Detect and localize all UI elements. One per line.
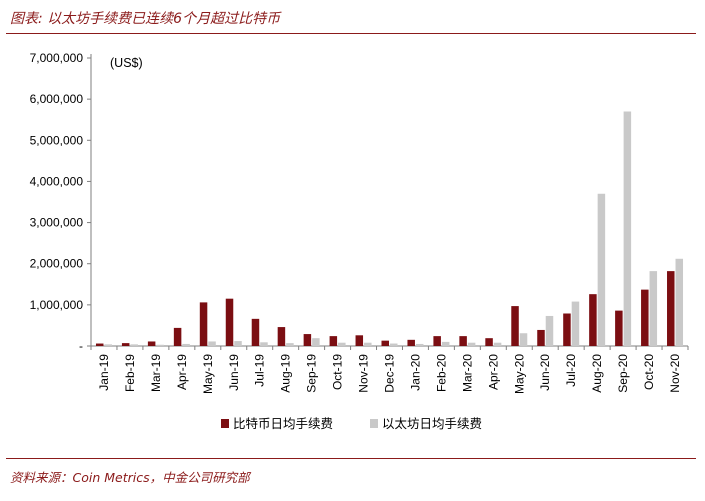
x-tick-label: Nov-20 [668, 354, 682, 393]
x-tick-label: Oct-20 [642, 354, 656, 390]
bar-eth-Jan-19 [104, 344, 112, 346]
bar-eth-Jun-20 [545, 315, 554, 346]
y-tick-label: - [79, 339, 83, 353]
bar-btc-Feb-19 [121, 343, 130, 346]
y-tick-label: 5,000,000 [30, 133, 84, 147]
bar-btc-Jun-20 [537, 329, 545, 346]
x-tick-label: May-19 [201, 354, 215, 394]
x-tick-label: Jan-20 [408, 354, 422, 391]
bar-eth-Jan-20 [415, 343, 424, 346]
x-tick-label: Feb-19 [123, 354, 137, 392]
bar-eth-Jul-20 [571, 301, 580, 346]
bar-eth-Dec-19 [390, 343, 398, 346]
bar-eth-Feb-19 [130, 344, 138, 346]
x-tick-label: Feb-20 [434, 354, 448, 392]
x-tick-label: Mar-19 [149, 354, 163, 392]
bar-eth-Jul-19 [260, 342, 268, 346]
x-tick-label: Nov-19 [357, 354, 371, 393]
x-tick-label: Jun-20 [538, 354, 552, 391]
y-tick-label: 3,000,000 [30, 216, 84, 230]
bar-btc-Apr-20 [485, 338, 493, 346]
bar-eth-May-20 [519, 333, 528, 346]
bar-eth-Jun-19 [234, 341, 242, 346]
bar-eth-Nov-19 [364, 342, 372, 346]
bar-btc-Jan-19 [95, 343, 104, 346]
bar-btc-Aug-20 [589, 294, 597, 346]
legend-label-eth: 以太坊日均手续费 [382, 416, 482, 431]
bar-eth-Oct-20 [649, 271, 658, 346]
bar-btc-Nov-19 [355, 335, 364, 346]
bar-btc-Jul-20 [563, 313, 571, 346]
x-tick-label: Jan-19 [97, 354, 111, 391]
bar-eth-May-19 [208, 341, 216, 346]
legend-swatch-btc [221, 419, 229, 428]
bar-eth-Nov-20 [675, 258, 684, 346]
legend-swatch-eth [370, 419, 378, 428]
bar-btc-Oct-20 [641, 289, 649, 346]
x-tick-label: Aug-20 [590, 354, 604, 393]
bar-btc-Jan-20 [407, 339, 415, 346]
bar-btc-May-20 [511, 306, 519, 346]
x-tick-label: Dec-19 [383, 354, 397, 393]
bar-btc-Aug-19 [277, 327, 286, 346]
x-tick-label: Sep-19 [305, 354, 319, 393]
x-tick-label: May-20 [512, 354, 526, 394]
footer-rule [6, 458, 696, 459]
bar-eth-Feb-20 [441, 341, 450, 346]
bar-btc-Sep-19 [303, 334, 312, 346]
x-tick-label: Apr-19 [175, 354, 189, 390]
y-tick-label: 4,000,000 [30, 174, 84, 188]
bar-btc-Feb-20 [433, 336, 441, 346]
y-tick-label: 1,000,000 [30, 298, 84, 312]
x-tick-label: Aug-19 [279, 354, 293, 393]
bar-eth-Mar-19 [156, 344, 164, 346]
chart-title: 图表: 以太坊手续费已连续6个月超过比特币 [10, 11, 281, 27]
x-tick-label: Jun-19 [227, 354, 241, 391]
x-tick-label: Sep-20 [616, 354, 630, 393]
x-tick-label: Jul-19 [253, 354, 267, 387]
bar-btc-Jun-19 [225, 298, 234, 346]
bar-eth-Apr-20 [493, 342, 502, 346]
bar-btc-Oct-19 [329, 336, 338, 346]
bar-eth-Sep-20 [623, 111, 632, 346]
bar-eth-Oct-19 [338, 342, 346, 346]
bar-btc-Dec-19 [381, 340, 389, 346]
x-tick-label: Jul-20 [564, 354, 578, 387]
legend-label-btc: 比特币日均手续费 [233, 416, 333, 431]
bar-eth-Aug-19 [286, 343, 294, 346]
bar-chart: - 1,000,000 2,000,000 3,000,000 4,000,000 5,0… [30, 51, 689, 431]
title-rule [6, 33, 696, 34]
y-unit-label: (US$) [110, 56, 143, 70]
bar-btc-Sep-20 [615, 310, 623, 346]
bar-eth-Aug-20 [597, 193, 606, 346]
bar-eth-Apr-19 [182, 343, 190, 346]
bar-btc-Jul-19 [251, 318, 260, 346]
source-note: 资料来源：Coin Metrics，中金公司研究部 [10, 470, 250, 485]
x-tick-label: Mar-20 [460, 354, 474, 392]
bar-eth-Sep-19 [312, 338, 320, 346]
x-tick-label: Oct-19 [331, 354, 345, 390]
x-tick-label: Apr-20 [486, 354, 500, 390]
bar-btc-Apr-19 [173, 327, 182, 346]
y-tick-label: 2,000,000 [30, 257, 84, 271]
y-tick-label: 6,000,000 [30, 92, 84, 106]
bar-btc-May-19 [199, 302, 208, 346]
bar-btc-Nov-20 [667, 271, 675, 346]
y-tick-label: 7,000,000 [30, 51, 84, 65]
bar-eth-Mar-20 [467, 342, 476, 346]
bar-btc-Mar-20 [459, 336, 467, 346]
bar-btc-Mar-19 [147, 341, 156, 346]
